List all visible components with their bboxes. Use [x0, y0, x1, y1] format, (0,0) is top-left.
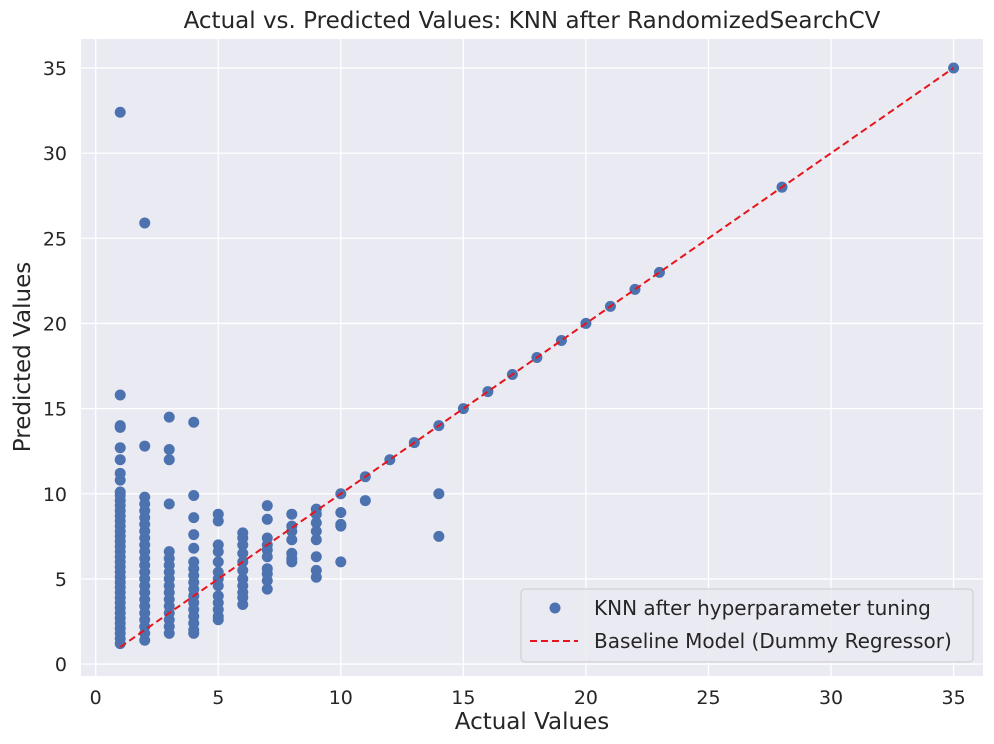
data-point	[286, 534, 298, 546]
data-point	[310, 534, 322, 546]
data-point	[261, 583, 273, 595]
data-point	[310, 508, 322, 520]
data-point	[310, 551, 322, 563]
x-tick-label: 0	[90, 687, 102, 709]
data-point	[188, 512, 200, 524]
data-point	[261, 551, 273, 563]
data-point	[188, 489, 200, 501]
grid-lines	[81, 39, 983, 676]
y-tick-label: 25	[43, 228, 67, 250]
x-tick-label: 25	[696, 687, 720, 709]
x-tick-label: 15	[451, 687, 475, 709]
x-tick-label: 30	[819, 687, 843, 709]
y-tick-label: 35	[43, 58, 67, 80]
data-point	[212, 556, 224, 568]
data-point	[433, 488, 445, 500]
data-point	[310, 525, 322, 537]
data-point	[139, 217, 151, 229]
baseline-line	[119, 67, 955, 648]
baseline-line-group	[119, 67, 955, 648]
data-point	[359, 495, 371, 507]
legend-label-baseline: Baseline Model (Dummy Regressor)	[594, 629, 952, 653]
data-point	[237, 564, 249, 576]
data-point	[163, 454, 175, 466]
data-point	[114, 454, 126, 466]
data-point	[310, 517, 322, 529]
x-tick-label: 10	[329, 687, 353, 709]
data-point	[139, 440, 151, 452]
y-axis-title: Predicted Values	[10, 262, 36, 452]
data-point	[212, 546, 224, 558]
data-point	[114, 474, 126, 486]
data-point	[237, 539, 249, 551]
x-axis-title: Actual Values	[455, 709, 610, 735]
legend-label-knn: KNN after hyperparameter tuning	[594, 596, 931, 620]
x-tick-label: 5	[212, 687, 224, 709]
data-point	[433, 530, 445, 542]
data-point	[237, 547, 249, 559]
data-point	[188, 627, 200, 639]
legend-box	[520, 588, 974, 663]
data-point	[188, 529, 200, 541]
data-point	[310, 571, 322, 583]
data-point	[286, 525, 298, 537]
data-point	[188, 542, 200, 554]
data-point	[188, 416, 200, 428]
data-point	[163, 627, 175, 639]
data-point	[163, 498, 175, 510]
y-tick-label: 15	[43, 399, 67, 421]
y-tick-label: 10	[43, 484, 67, 506]
y-tick-label: 20	[43, 313, 67, 335]
x-tick-label: 35	[941, 687, 965, 709]
chart-title: Actual vs. Predicted Values: KNN after R…	[184, 8, 881, 34]
data-point	[163, 411, 175, 423]
data-point	[261, 500, 273, 512]
data-point	[114, 442, 126, 454]
data-point	[114, 106, 126, 118]
data-point	[212, 515, 224, 527]
data-point	[212, 580, 224, 592]
data-point	[163, 443, 175, 455]
legend: KNN after hyperparameter tuning Baseline…	[520, 588, 974, 663]
data-point	[139, 634, 151, 646]
data-point	[237, 598, 249, 610]
x-tick-labels: 0 5 10 15 20 25 30 35	[90, 687, 966, 709]
data-point	[114, 389, 126, 401]
data-point	[286, 508, 298, 520]
data-point	[335, 506, 347, 518]
data-point	[212, 614, 224, 626]
y-tick-label: 30	[43, 143, 67, 165]
data-point	[335, 556, 347, 568]
data-point	[261, 575, 273, 587]
y-tick-label: 0	[55, 654, 67, 676]
data-point	[114, 638, 126, 650]
data-point	[335, 520, 347, 532]
data-point	[114, 421, 126, 433]
y-tick-labels: 0 5 10 15 20 25 30 35	[43, 58, 67, 676]
data-point	[286, 556, 298, 568]
legend-scatter-marker	[549, 602, 561, 614]
data-point	[261, 513, 273, 525]
x-tick-label: 20	[574, 687, 598, 709]
y-tick-label: 5	[55, 569, 67, 591]
